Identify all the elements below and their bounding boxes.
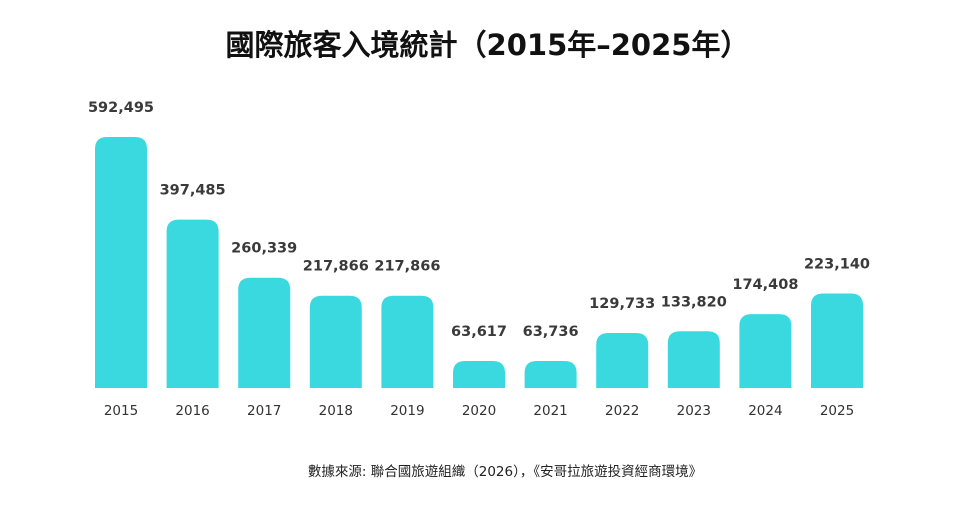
- value-labels-layer: 592,495 397,485 260,339 217,866 217,866 63,61…: [88, 100, 870, 340]
- chart-title: 國際旅客入境統計（2015年–2025年）: [225, 28, 750, 62]
- x-tick-label-2021: 2021: [533, 403, 567, 419]
- value-label-2018: 217,866: [303, 259, 369, 275]
- value-label-2022: 129,733: [589, 296, 655, 312]
- x-tick-label-2017: 2017: [247, 403, 281, 419]
- value-label-2017: 260,339: [231, 241, 297, 257]
- value-label-2020: 63,617: [451, 324, 507, 340]
- x-axis-tick-labels: 2015 2016 2017 2018 2019 2020 2021 2022 2023 2024…: [104, 403, 854, 419]
- value-label-2015: 592,495: [88, 100, 154, 116]
- x-tick-label-2019: 2019: [390, 403, 424, 419]
- bar-2024: [739, 314, 792, 388]
- x-tick-label-2016: 2016: [175, 403, 209, 419]
- bar-2016: [166, 219, 219, 388]
- x-tick-label-2020: 2020: [462, 403, 496, 419]
- bar-2025: [811, 293, 863, 388]
- x-tick-label-2018: 2018: [319, 403, 353, 419]
- value-label-2024: 174,408: [732, 277, 798, 293]
- bars-layer: [95, 137, 863, 388]
- bar-2022: [596, 333, 649, 388]
- bar-2023: [667, 331, 720, 388]
- value-label-2019: 217,866: [374, 259, 440, 275]
- x-tick-label-2023: 2023: [677, 403, 711, 419]
- x-tick-label-2015: 2015: [104, 403, 138, 419]
- bar-2018: [309, 295, 362, 388]
- value-label-2025: 223,140: [804, 256, 870, 272]
- value-label-2023: 133,820: [661, 294, 727, 310]
- x-tick-label-2022: 2022: [605, 403, 639, 419]
- x-tick-label-2024: 2024: [748, 403, 782, 419]
- source-note: 數據來源: 聯合國旅遊組織（2026），《安哥拉旅遊投資經商環境》: [307, 464, 703, 480]
- bar-2019: [381, 295, 434, 388]
- bar-2015: [95, 137, 147, 388]
- bar-2020: [453, 361, 505, 388]
- bar-2017: [238, 277, 291, 388]
- value-label-2016: 397,485: [160, 183, 226, 199]
- x-tick-label-2025: 2025: [820, 403, 854, 419]
- bar-2021: [524, 360, 577, 388]
- value-label-2021: 63,736: [523, 324, 579, 340]
